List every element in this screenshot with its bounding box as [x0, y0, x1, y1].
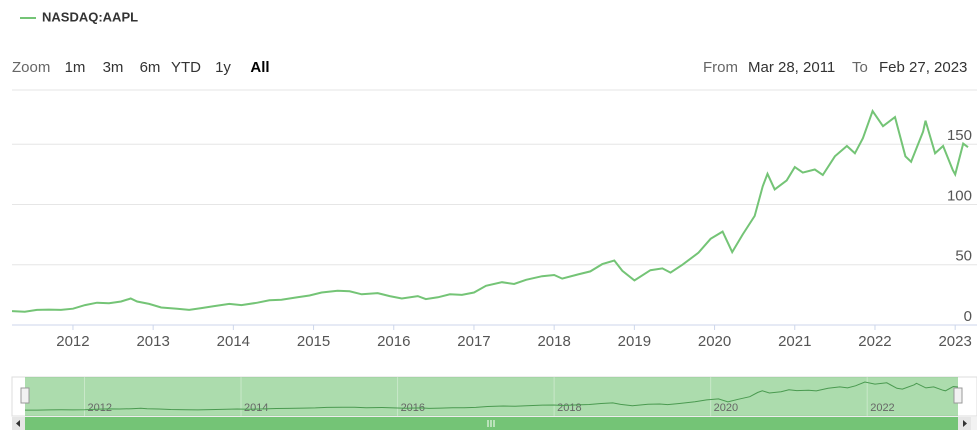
y-tick-label: 50 [955, 248, 972, 265]
zoom-label: Zoom [12, 59, 50, 76]
range-button[interactable]: 3m [103, 59, 124, 76]
navigator-tick-label: 2018 [557, 402, 581, 414]
range-button[interactable]: YTD [171, 59, 201, 76]
navigator-mask [25, 377, 958, 416]
x-tick-label: 2014 [217, 333, 250, 350]
range-button[interactable]: All [250, 59, 269, 76]
x-tick-label: 2016 [377, 333, 410, 350]
price-line [11, 108, 969, 313]
y-tick-label: 0 [964, 308, 972, 325]
x-tick-label: 2018 [537, 333, 570, 350]
to-label: To [852, 59, 868, 76]
from-label: From [703, 59, 738, 76]
x-tick-label: 2012 [56, 333, 89, 350]
navigator-tick-label: 2012 [87, 402, 111, 414]
x-tick-label: 2022 [858, 333, 891, 350]
navigator-handle[interactable] [953, 387, 963, 404]
x-tick-label: 2021 [778, 333, 811, 350]
x-tick-label: 2019 [618, 333, 651, 350]
range-button[interactable]: 1y [215, 59, 231, 76]
x-tick-label: 2013 [136, 333, 169, 350]
x-tick-label: 2023 [938, 333, 971, 350]
scrollbar-grip [487, 420, 495, 427]
navigator-tick-label: 2020 [714, 402, 738, 414]
y-tick-label: 100 [947, 187, 972, 204]
x-tick-label: 2017 [457, 333, 490, 350]
legend-label: NASDAQ:AAPL [42, 9, 138, 24]
navigator-line [25, 381, 959, 411]
from-date[interactable]: Mar 28, 2011 [748, 59, 835, 76]
x-tick-label: 2020 [698, 333, 731, 350]
y-tick-label: 150 [947, 127, 972, 144]
to-date[interactable]: Feb 27, 2023 [879, 59, 967, 76]
navigator-handle[interactable] [20, 387, 30, 404]
range-button[interactable]: 1m [65, 59, 86, 76]
navigator-tick-label: 2014 [244, 402, 268, 414]
x-tick-label: 2015 [297, 333, 330, 350]
scrollbar-right-arrow [963, 420, 967, 427]
navigator-tick-label: 2022 [870, 402, 894, 414]
range-button[interactable]: 6m [140, 59, 161, 76]
scrollbar-left-arrow [16, 420, 20, 427]
